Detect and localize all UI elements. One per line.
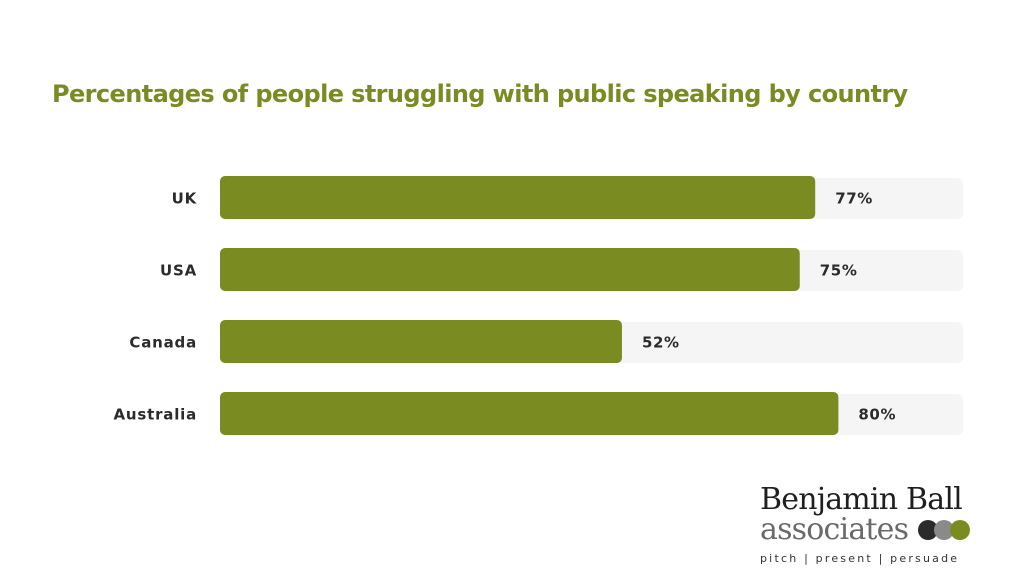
logo-associates: associates (760, 512, 909, 547)
category-label-uk: UK (172, 190, 198, 208)
category-label-australia: Australia (113, 406, 197, 424)
logo-line2: associates (760, 512, 971, 547)
category-label-canada: Canada (129, 334, 197, 352)
logo-tagline: pitch | present | persuade (760, 552, 960, 565)
value-label-usa: 75% (820, 262, 858, 280)
value-label-canada: 52% (642, 334, 680, 352)
value-label-uk: 77% (835, 190, 873, 208)
category-label-usa: USA (160, 262, 197, 280)
bar-australia (220, 392, 839, 435)
chart-title: Percentages of people struggling with pu… (52, 80, 908, 108)
logo-dot-icon (934, 520, 955, 540)
logo-dots-icon (918, 520, 971, 540)
bar-usa (220, 248, 800, 291)
bar-uk (220, 176, 816, 219)
bar-canada (220, 320, 622, 363)
value-label-australia: 80% (858, 406, 896, 424)
logo-dot-icon (918, 520, 939, 540)
logo-name: Benjamin Ball (760, 482, 963, 517)
company-logo: Benjamin Ball associates pitch | present… (760, 482, 971, 565)
logo-dot-icon (950, 520, 971, 540)
